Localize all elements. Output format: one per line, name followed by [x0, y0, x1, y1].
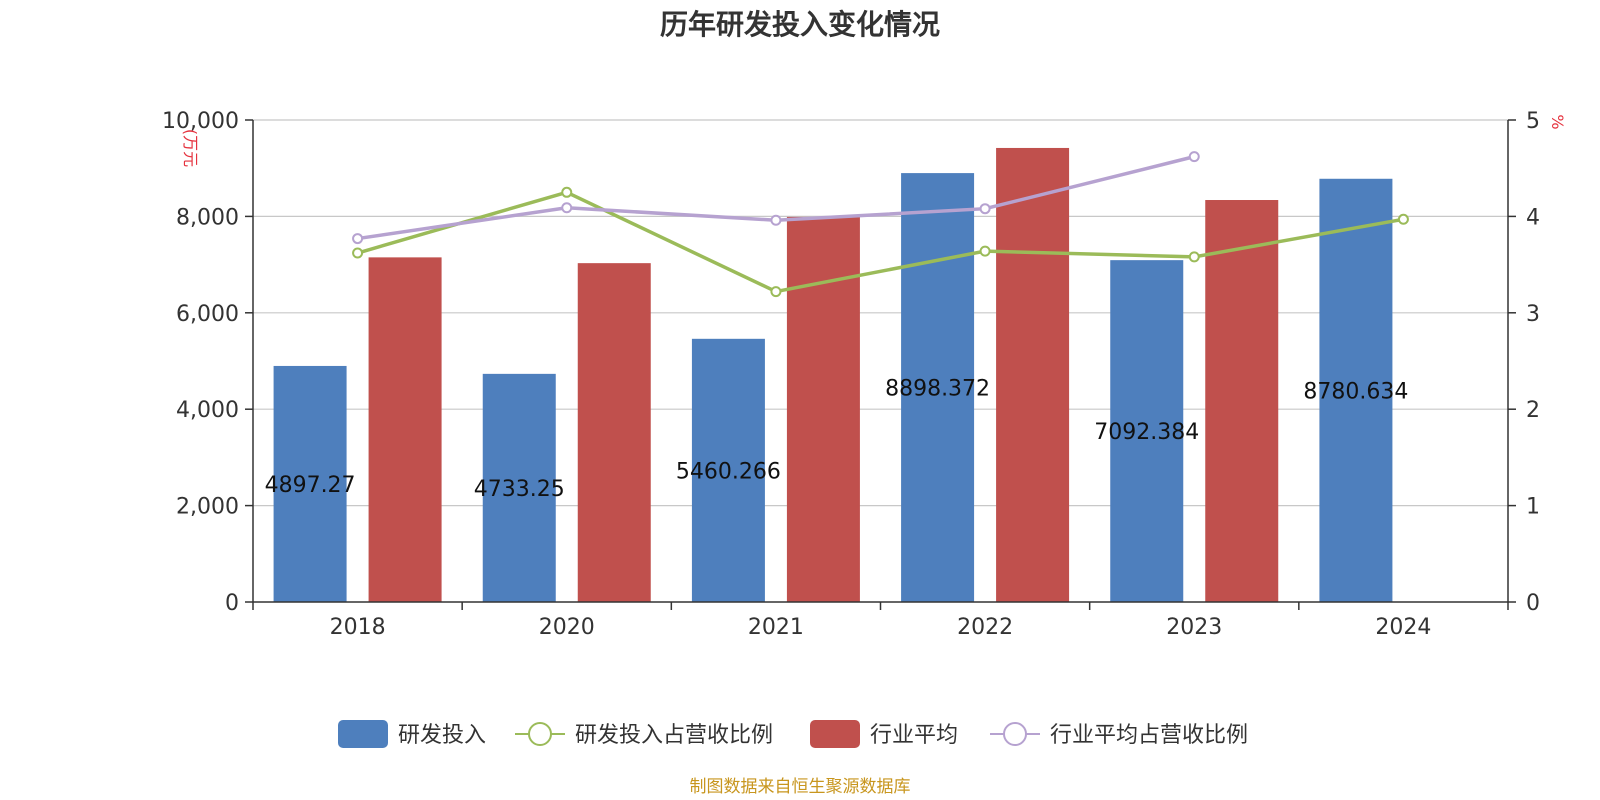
- legend: 研发投入 研发投入占营收比例 行业平均 行业平均占营收比例: [338, 720, 1248, 748]
- bar-industry-average: [996, 147, 1070, 602]
- left-tick-label: 4,000: [176, 398, 239, 423]
- left-tick-label: 2,000: [176, 495, 239, 520]
- right-tick-label: 3: [1526, 302, 1540, 327]
- left-axis-unit: (万元: [181, 129, 200, 167]
- legend-label: 行业平均占营收比例: [1050, 723, 1248, 748]
- data-label: 4733.25: [474, 477, 565, 502]
- line-point: [979, 245, 991, 257]
- bar-rd-investment: [482, 373, 556, 602]
- x-tick-label: 2018: [330, 615, 386, 640]
- chart-title: 历年研发投入变化情况: [660, 8, 940, 41]
- line-point: [561, 186, 573, 198]
- right-tick-label: 5: [1526, 109, 1540, 134]
- bar-rd-investment: [273, 365, 347, 602]
- line-point: [561, 202, 573, 214]
- bar-industry-average: [368, 257, 442, 602]
- line-point: [352, 247, 364, 259]
- bar-industry-average: [1205, 200, 1279, 602]
- right-tick-label: 1: [1526, 495, 1540, 520]
- grid-lines: [253, 119, 1508, 507]
- left-tick-label: 0: [225, 591, 239, 616]
- legend-label: 行业平均: [870, 723, 958, 748]
- series-line: [357, 190, 1404, 294]
- left-tick-label: 8,000: [176, 205, 239, 230]
- source-note: 制图数据来自恒生聚源数据库: [690, 777, 911, 797]
- right-tick-label: 4: [1526, 205, 1540, 230]
- bar-rd-investment: [1110, 260, 1184, 602]
- legend-label: 研发投入占营收比例: [575, 723, 773, 748]
- line-point: [1188, 151, 1200, 163]
- x-tick-label: 2024: [1375, 615, 1431, 640]
- legend-swatch-bar: [810, 720, 860, 748]
- legend-label: 研发投入: [398, 723, 486, 748]
- right-tick-label: 0: [1526, 591, 1540, 616]
- legend-swatch-marker: [528, 722, 552, 746]
- line-point: [1397, 213, 1409, 225]
- data-label: 8898.372: [885, 377, 990, 402]
- lines-layer: [352, 151, 1409, 298]
- bar-rd-investment: [1319, 178, 1393, 602]
- legend-swatch-bar: [338, 720, 388, 748]
- left-tick-label: 10,000: [162, 109, 239, 134]
- line-point: [770, 286, 782, 298]
- data-label: 8780.634: [1303, 379, 1408, 404]
- x-tick-label: 2023: [1166, 615, 1222, 640]
- data-label: 7092.384: [1094, 420, 1199, 445]
- data-label: 4897.27: [265, 473, 356, 498]
- bar-labels-layer: 4897.27 4733.25 5460.266 8898.372 7092.384 87…: [265, 377, 1409, 502]
- bar-industry-average: [786, 216, 860, 602]
- legend-swatch-marker: [1003, 722, 1027, 746]
- bars-layer: [273, 147, 1393, 603]
- x-tick-label: 2021: [748, 615, 804, 640]
- bar-industry-average: [577, 263, 651, 602]
- x-tick-label: 2022: [957, 615, 1013, 640]
- axes-layer: 0 0 2,000 1 4,000 2 6,000 3 8,000 4 10,000 5 2018 202…: [162, 109, 1540, 640]
- line-point: [352, 233, 364, 245]
- line-point: [770, 214, 782, 226]
- line-point: [1188, 251, 1200, 263]
- x-tick-label: 2020: [539, 615, 595, 640]
- line-point: [979, 203, 991, 215]
- left-tick-label: 6,000: [176, 302, 239, 327]
- right-tick-label: 2: [1526, 398, 1540, 423]
- bar-rd-investment: [901, 173, 975, 603]
- bar-rd-investment: [691, 338, 765, 602]
- right-axis-unit: %: [1548, 114, 1567, 129]
- data-label: 5460.266: [676, 459, 781, 484]
